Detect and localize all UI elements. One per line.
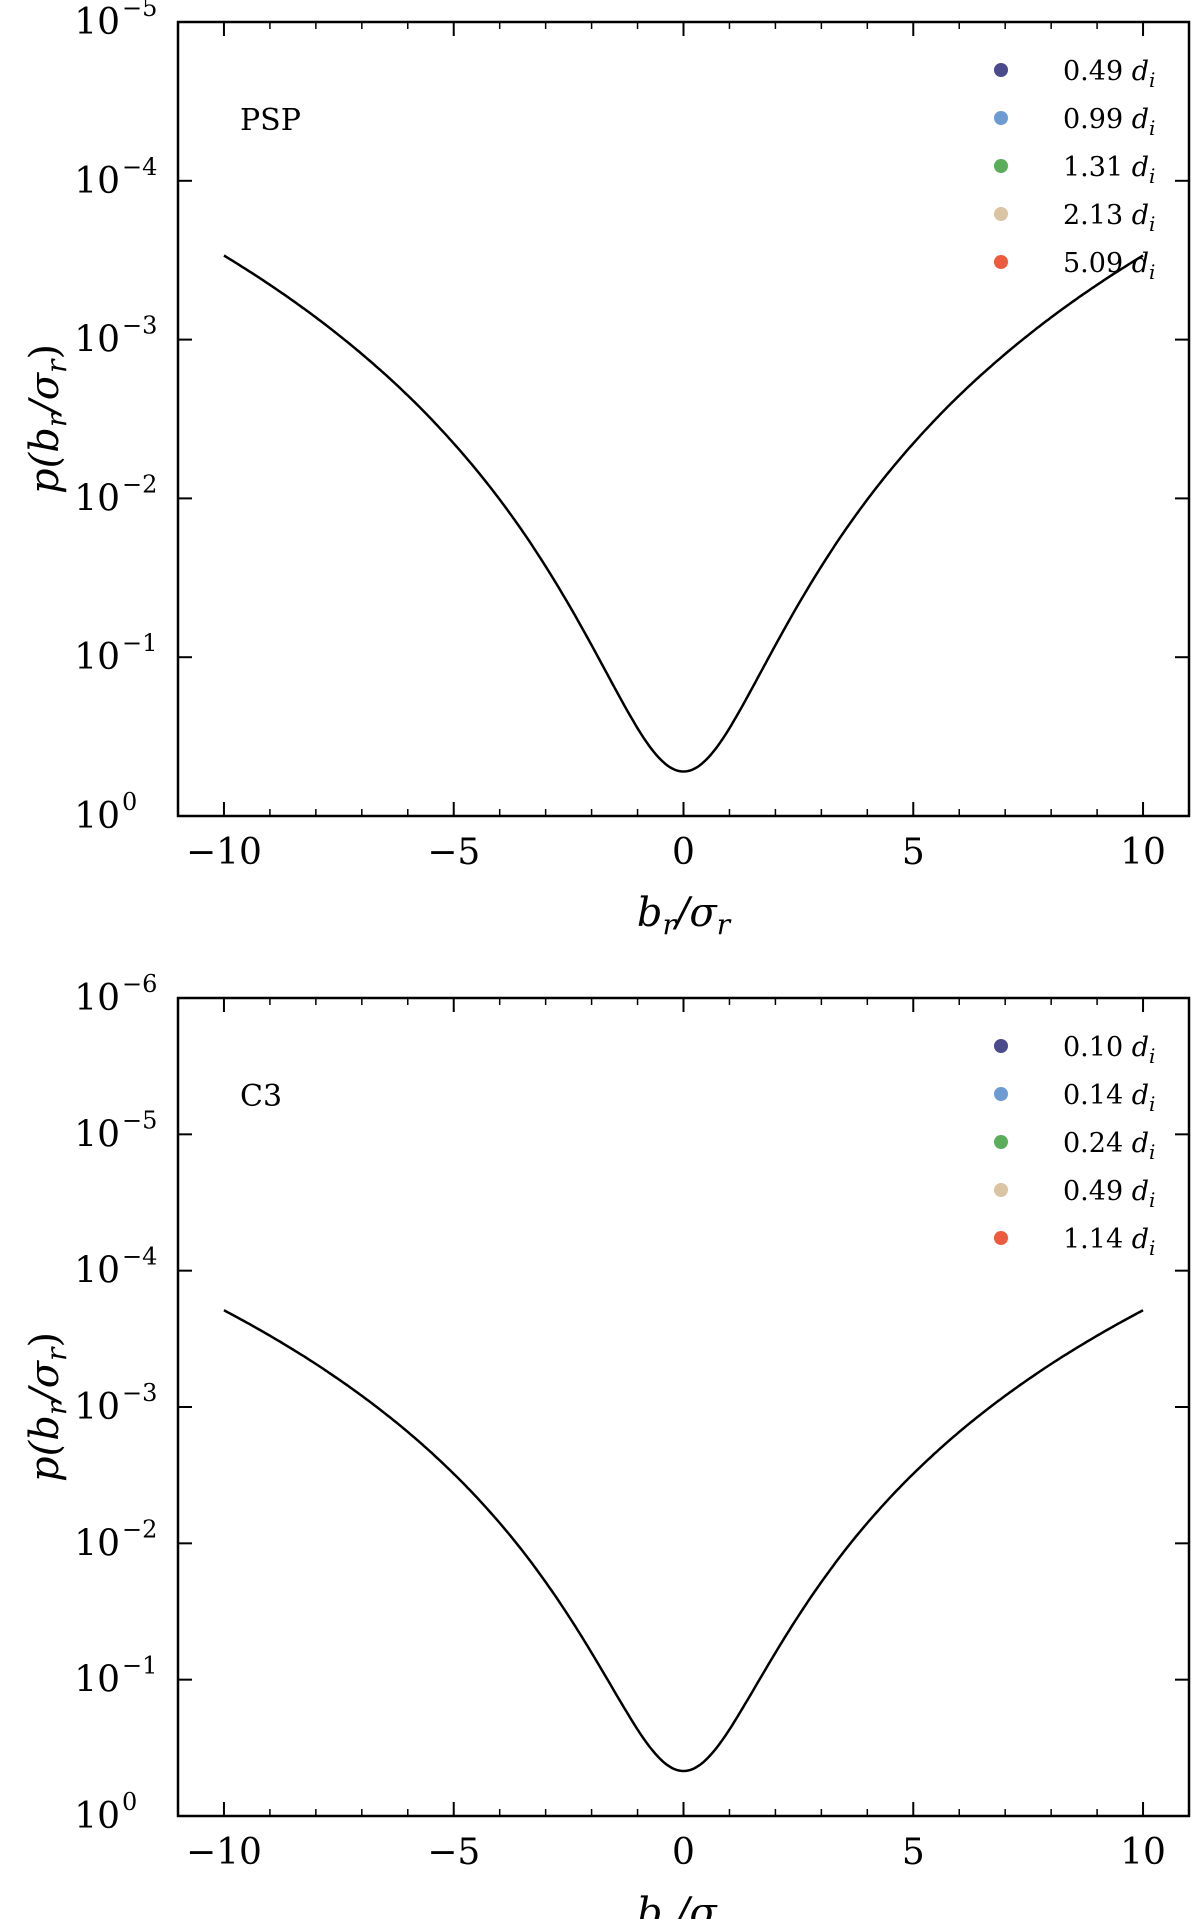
- y-tick-exponent: −5: [122, 1106, 157, 1134]
- legend-marker: [994, 1039, 1008, 1053]
- y-tick-label: 10: [74, 320, 120, 361]
- x-axis-label: br​/σr​: [637, 1890, 732, 1919]
- x-tick-label: −10: [186, 1832, 262, 1873]
- x-tick-label: 10: [1120, 832, 1166, 873]
- panel-psp: −10−5051010010−110−210−310−410−5br​/σr​p…: [22, 0, 1191, 941]
- legend-entry: 2.13 di: [1063, 200, 1155, 236]
- y-tick-label: 10: [74, 637, 120, 678]
- y-tick-label: 10: [74, 1251, 120, 1292]
- y-tick-label: 10: [74, 1796, 120, 1837]
- legend-entry: 1.14 di: [1063, 1224, 1155, 1260]
- legend: 0.10 di 0.14 di 0.24 di 0.49 di 1.14 di: [994, 1032, 1155, 1260]
- legend-marker: [994, 63, 1008, 77]
- legend-entry: 0.24 di: [1063, 1128, 1155, 1164]
- y-tick-exponent: −1: [122, 629, 157, 657]
- y-tick-label: 10: [74, 1387, 120, 1428]
- y-tick-label: 10: [74, 161, 120, 202]
- x-tick-label: −10: [186, 832, 262, 873]
- legend-marker: [994, 255, 1008, 269]
- x-tick-label: −5: [427, 1832, 480, 1873]
- legend-marker: [994, 1087, 1008, 1101]
- y-tick-label: 10: [74, 978, 120, 1019]
- y-tick-exponent: −1: [122, 1652, 157, 1680]
- x-tick-label: 5: [902, 832, 925, 873]
- x-axis-label: br​/σr​: [637, 890, 732, 941]
- legend-entry: 0.49 di: [1063, 1176, 1155, 1212]
- legend: 0.49 di 0.99 di 1.31 di 2.13 di 5.09 di: [994, 56, 1155, 284]
- plot-frame: [176, 20, 1191, 818]
- legend-marker: [994, 111, 1008, 125]
- x-tick-label: 5: [902, 1832, 925, 1873]
- y-tick-label: 10: [74, 2, 120, 43]
- y-tick-exponent: −2: [122, 470, 157, 498]
- y-tick-label: 10: [74, 1114, 120, 1155]
- legend-entry: 5.09 di: [1063, 248, 1155, 284]
- y-tick-exponent: 0: [122, 788, 137, 816]
- y-tick-exponent: −6: [122, 970, 157, 998]
- panel-label: PSP: [240, 103, 301, 138]
- x-tick-label: 0: [672, 832, 695, 873]
- y-tick-exponent: −4: [122, 1243, 157, 1271]
- y-tick-exponent: −3: [122, 1379, 157, 1407]
- y-tick-exponent: 0: [122, 1788, 137, 1816]
- y-tick-label: 10: [74, 796, 120, 837]
- legend-marker: [994, 1231, 1008, 1245]
- legend-entry: 1.31 di: [1063, 152, 1155, 188]
- plot-frame: [176, 996, 1191, 1818]
- legend-entry: 0.10 di: [1063, 1032, 1155, 1068]
- x-tick-label: 0: [672, 1832, 695, 1873]
- y-axis-label: p(br​/σr​): [22, 1332, 73, 1482]
- panel-c3: −10−5051010010−110−210−310−410−510−6br​/…: [22, 970, 1191, 1919]
- panel-label: C3: [240, 1079, 282, 1114]
- x-tick-label: −5: [427, 832, 480, 873]
- legend-marker: [994, 1135, 1008, 1149]
- fit-curve: [223, 254, 1144, 773]
- y-tick-exponent: −2: [122, 1515, 157, 1543]
- y-tick-label: 10: [74, 1523, 120, 1564]
- legend-marker: [994, 207, 1008, 221]
- y-tick-exponent: −3: [122, 312, 157, 340]
- y-tick-exponent: −4: [122, 153, 157, 181]
- legend-entry: 0.14 di: [1063, 1080, 1155, 1116]
- legend-marker: [994, 1183, 1008, 1197]
- y-tick-label: 10: [74, 478, 120, 519]
- legend-entry: 0.99 di: [1063, 104, 1155, 140]
- y-tick-label: 10: [74, 1660, 120, 1701]
- x-tick-label: 10: [1120, 1832, 1166, 1873]
- y-tick-exponent: −5: [122, 0, 157, 22]
- fit-curve: [223, 1309, 1144, 1773]
- legend-marker: [994, 159, 1008, 173]
- legend-entry: 0.49 di: [1063, 56, 1155, 92]
- y-axis-label: p(br​/σr​): [22, 344, 73, 494]
